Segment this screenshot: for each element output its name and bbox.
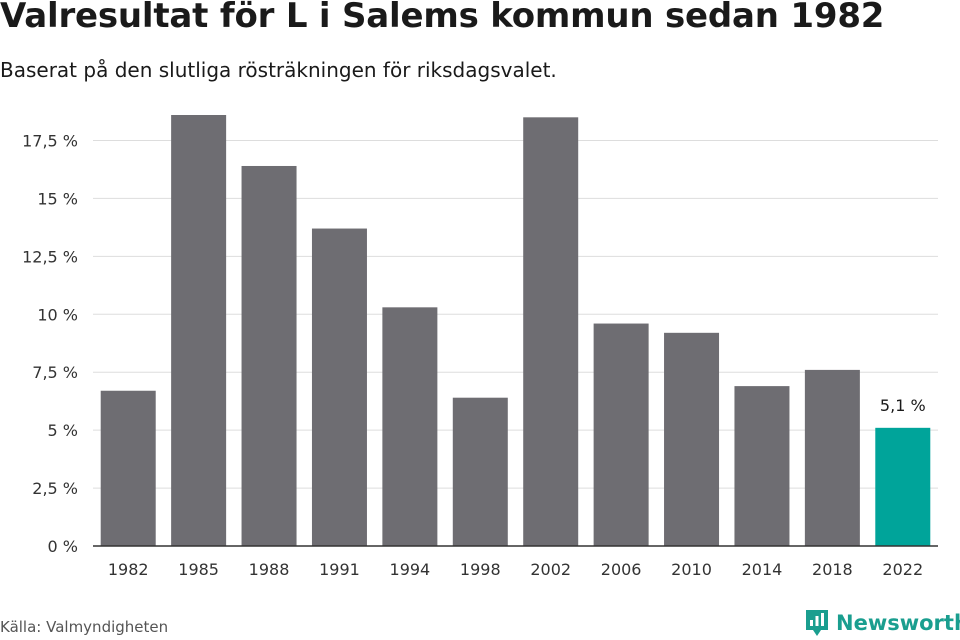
bar <box>241 165 297 546</box>
x-tick-label: 1991 <box>319 560 360 579</box>
x-tick-label: 2014 <box>742 560 783 579</box>
y-tick-label: 17,5 % <box>22 131 78 150</box>
source-note: Källa: Valmyndigheten <box>0 618 169 636</box>
chart-title: Valresultat för L i Salems kommun sedan … <box>0 0 885 36</box>
bar <box>311 228 367 546</box>
bar <box>593 323 649 546</box>
x-tick-label: 2018 <box>812 560 853 579</box>
x-tick-label: 1998 <box>460 560 501 579</box>
bar <box>804 369 860 546</box>
x-tick-label: 2022 <box>882 560 923 579</box>
y-tick-label: 0 % <box>48 537 78 556</box>
brand-logo: Newsworthy <box>804 608 960 638</box>
bar <box>875 427 931 546</box>
y-tick-label: 15 % <box>37 189 78 208</box>
y-tick-label: 5 % <box>48 421 78 440</box>
bar <box>100 390 156 546</box>
brand-name: Newsworthy <box>836 611 960 635</box>
chart-subtitle: Baserat på den slutliga rösträkningen fö… <box>0 58 557 82</box>
y-tick-label: 10 % <box>37 305 78 324</box>
x-tick-label: 1988 <box>249 560 290 579</box>
x-tick-label: 1982 <box>108 560 149 579</box>
x-tick-label: 2002 <box>530 560 571 579</box>
bar <box>523 117 579 547</box>
newsworthy-logo-icon <box>806 610 828 636</box>
bar <box>452 397 508 546</box>
x-tick-label: 2006 <box>601 560 642 579</box>
bar-chart: 0 % 2,5 % 5 % 7,5 % 10 % 12,5 % 15 % 17,5 % 1982… <box>22 115 938 579</box>
y-tick-label: 12,5 % <box>22 247 78 266</box>
bar <box>734 386 790 546</box>
x-tick-label: 2010 <box>671 560 712 579</box>
bar <box>171 115 227 546</box>
data-label: 5,1 % <box>880 396 926 415</box>
bar <box>664 332 720 546</box>
bar <box>382 307 438 546</box>
y-tick-label: 2,5 % <box>32 479 78 498</box>
y-tick-label: 7,5 % <box>32 363 78 382</box>
x-tick-label: 1985 <box>178 560 219 579</box>
x-tick-label: 1994 <box>390 560 431 579</box>
